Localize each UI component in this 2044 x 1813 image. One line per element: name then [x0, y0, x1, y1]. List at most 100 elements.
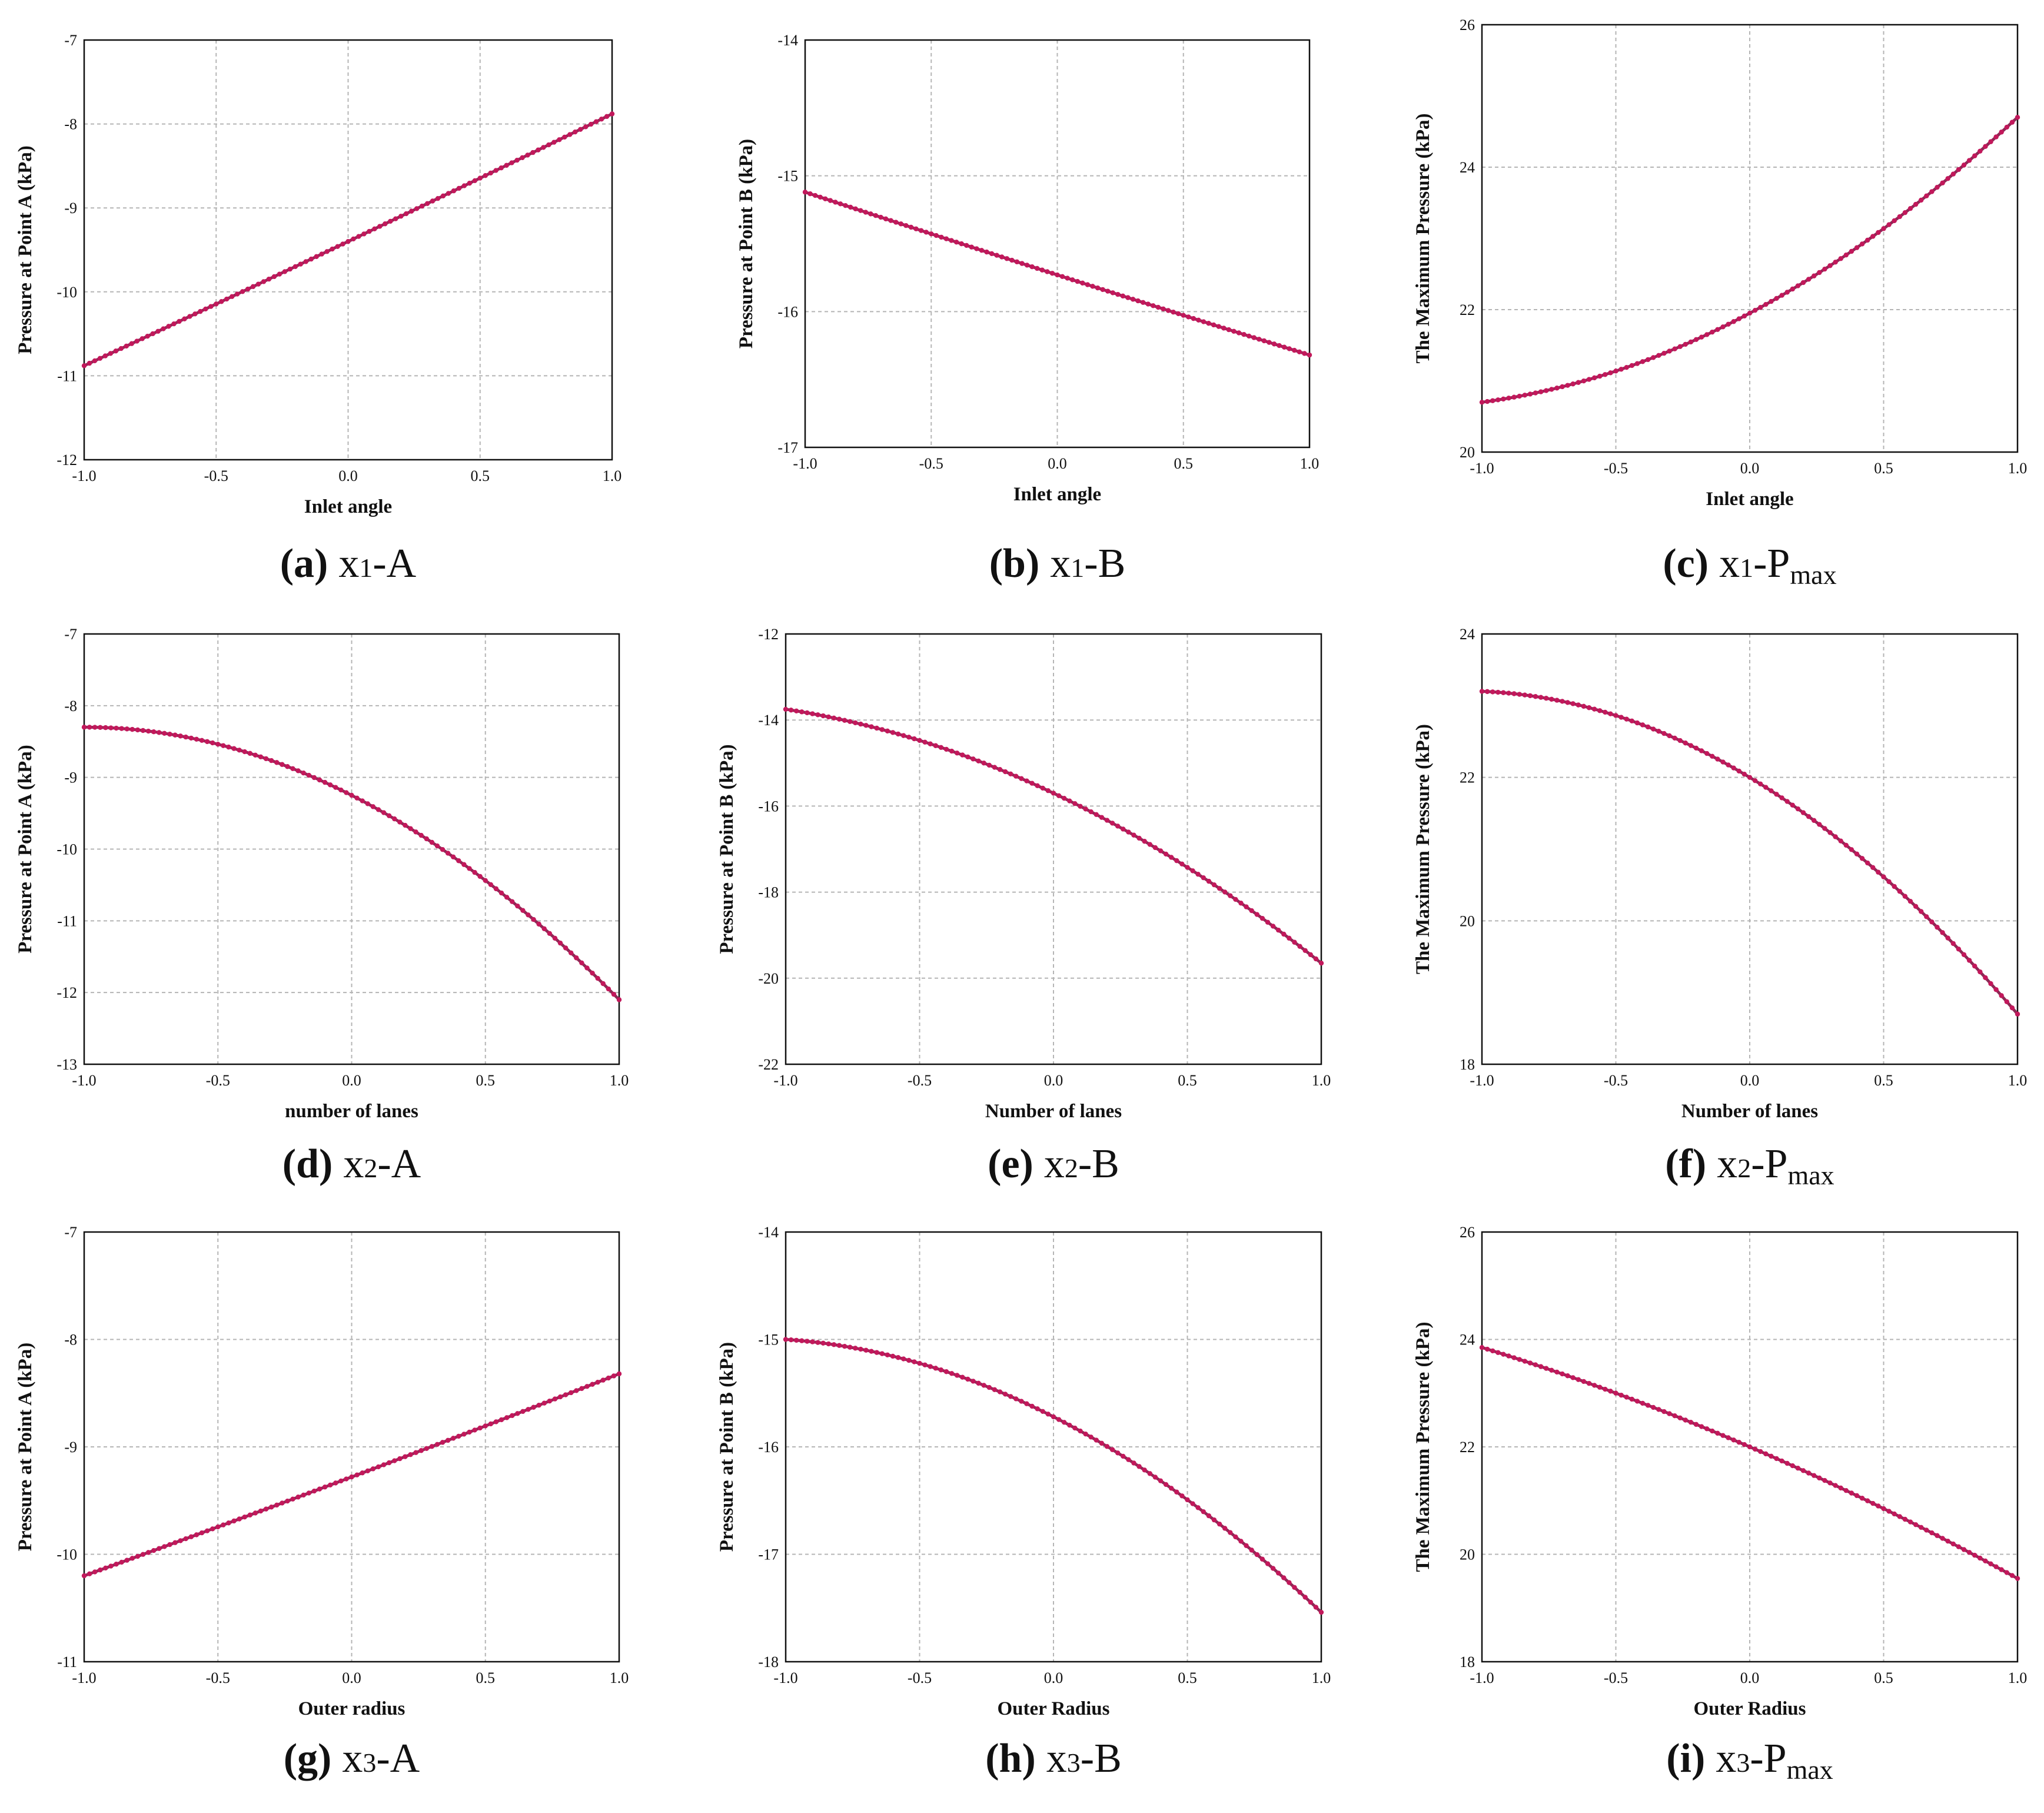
data-point [1201, 319, 1207, 324]
data-point [1865, 1498, 1870, 1503]
data-point [488, 1421, 494, 1427]
data-point [1292, 1585, 1297, 1590]
data-point [1672, 346, 1677, 351]
data-point [2009, 1573, 2015, 1578]
data-point [563, 945, 569, 951]
data-point [1897, 889, 1902, 894]
data-point [1800, 810, 1806, 815]
data-point [408, 208, 414, 214]
data-point [510, 1413, 515, 1419]
chart-panel-2: -1.0 -0.5 0.0 0.5 1.0 20 22 24 26 Inlet angle The … [1412, 16, 2027, 590]
data-point [1838, 1485, 1843, 1491]
data-point [1522, 393, 1527, 398]
chart-panel-3: -1.0 -0.5 0.0 0.5 1.0 -13 -12 -11 -10 -9 -8 -7 numbe… [15, 626, 629, 1187]
data-point [1827, 1480, 1833, 1486]
data-point [1151, 303, 1156, 308]
caption-response: -A [377, 1141, 421, 1187]
data-point [847, 204, 853, 210]
data-point [1758, 305, 1763, 310]
data-point [247, 1512, 252, 1518]
data-point [895, 1355, 901, 1360]
data-point [1966, 158, 1972, 163]
data-point [847, 1344, 853, 1350]
data-point [87, 360, 92, 366]
caption-response: -A [373, 541, 416, 586]
data-point [1109, 1447, 1115, 1452]
data-point [802, 190, 808, 195]
data-point [574, 1388, 579, 1393]
data-point [1688, 1419, 1694, 1425]
data-point [388, 218, 393, 224]
data-point [1206, 321, 1211, 326]
data-point [311, 775, 317, 781]
data-point [242, 749, 247, 755]
data-point [1961, 1547, 1967, 1552]
data-point [1950, 171, 1956, 177]
data-point [1190, 868, 1195, 874]
data-point [1181, 313, 1186, 318]
x-axis-label: Inlet angle [1013, 484, 1101, 505]
data-point [224, 296, 230, 302]
data-point [976, 1380, 981, 1386]
x-tick-label: -1.0 [72, 1669, 96, 1686]
data-point [1634, 1399, 1640, 1404]
data-point [1002, 769, 1008, 775]
data-point [81, 725, 87, 730]
data-point [338, 1478, 344, 1484]
data-point [1624, 1394, 1629, 1400]
data-point [1105, 288, 1111, 294]
data-point [600, 1377, 606, 1383]
data-point [906, 735, 912, 740]
data-point [1812, 273, 1817, 278]
data-point [356, 234, 361, 239]
y-tick-label: 26 [1460, 16, 1475, 34]
data-point [413, 1450, 418, 1455]
data-point [1517, 1357, 1522, 1362]
data-point [1121, 826, 1126, 832]
data-point [504, 162, 509, 168]
data-point [810, 1339, 815, 1344]
data-point [1704, 751, 1710, 756]
data-point [546, 142, 551, 148]
data-point [1881, 874, 1886, 879]
x-axis-label: Number of lanes [985, 1101, 1122, 1122]
data-point [345, 239, 351, 244]
data-point [1094, 812, 1099, 818]
data-point [1142, 839, 1147, 844]
data-point [1226, 327, 1232, 333]
data-point [1131, 1460, 1136, 1466]
data-point [783, 1337, 789, 1342]
data-point [1833, 1483, 1838, 1488]
data-point [386, 813, 392, 819]
data-point [1758, 781, 1763, 787]
data-point [440, 1440, 446, 1445]
data-point [1292, 347, 1297, 353]
data-point [953, 240, 959, 245]
data-point [477, 1425, 483, 1431]
data-point [92, 725, 98, 730]
data-point [1511, 394, 1517, 400]
data-point [340, 241, 345, 247]
data-point [1784, 1460, 1790, 1466]
data-point [303, 259, 308, 264]
data-point [557, 940, 563, 946]
data-point [906, 1357, 912, 1363]
data-point [593, 119, 599, 124]
data-point [1131, 832, 1136, 838]
data-point [157, 730, 162, 735]
data-point [922, 739, 928, 745]
data-point [1827, 263, 1833, 268]
data-point [595, 975, 600, 981]
x-tick-label: -1.0 [793, 455, 817, 472]
data-point [1752, 307, 1758, 313]
data-point [1511, 1355, 1517, 1360]
data-point [1135, 298, 1141, 304]
data-point [1538, 695, 1544, 700]
data-point [1710, 329, 1715, 335]
chart-panel-8: -1.0 -0.5 0.0 0.5 1.0 18 20 22 24 26 Outer Radius T… [1412, 1224, 2027, 1785]
data-point [1999, 130, 2004, 135]
data-point [129, 1556, 135, 1561]
data-point [1175, 311, 1181, 317]
data-point [1961, 952, 1967, 958]
data-point [258, 754, 264, 760]
